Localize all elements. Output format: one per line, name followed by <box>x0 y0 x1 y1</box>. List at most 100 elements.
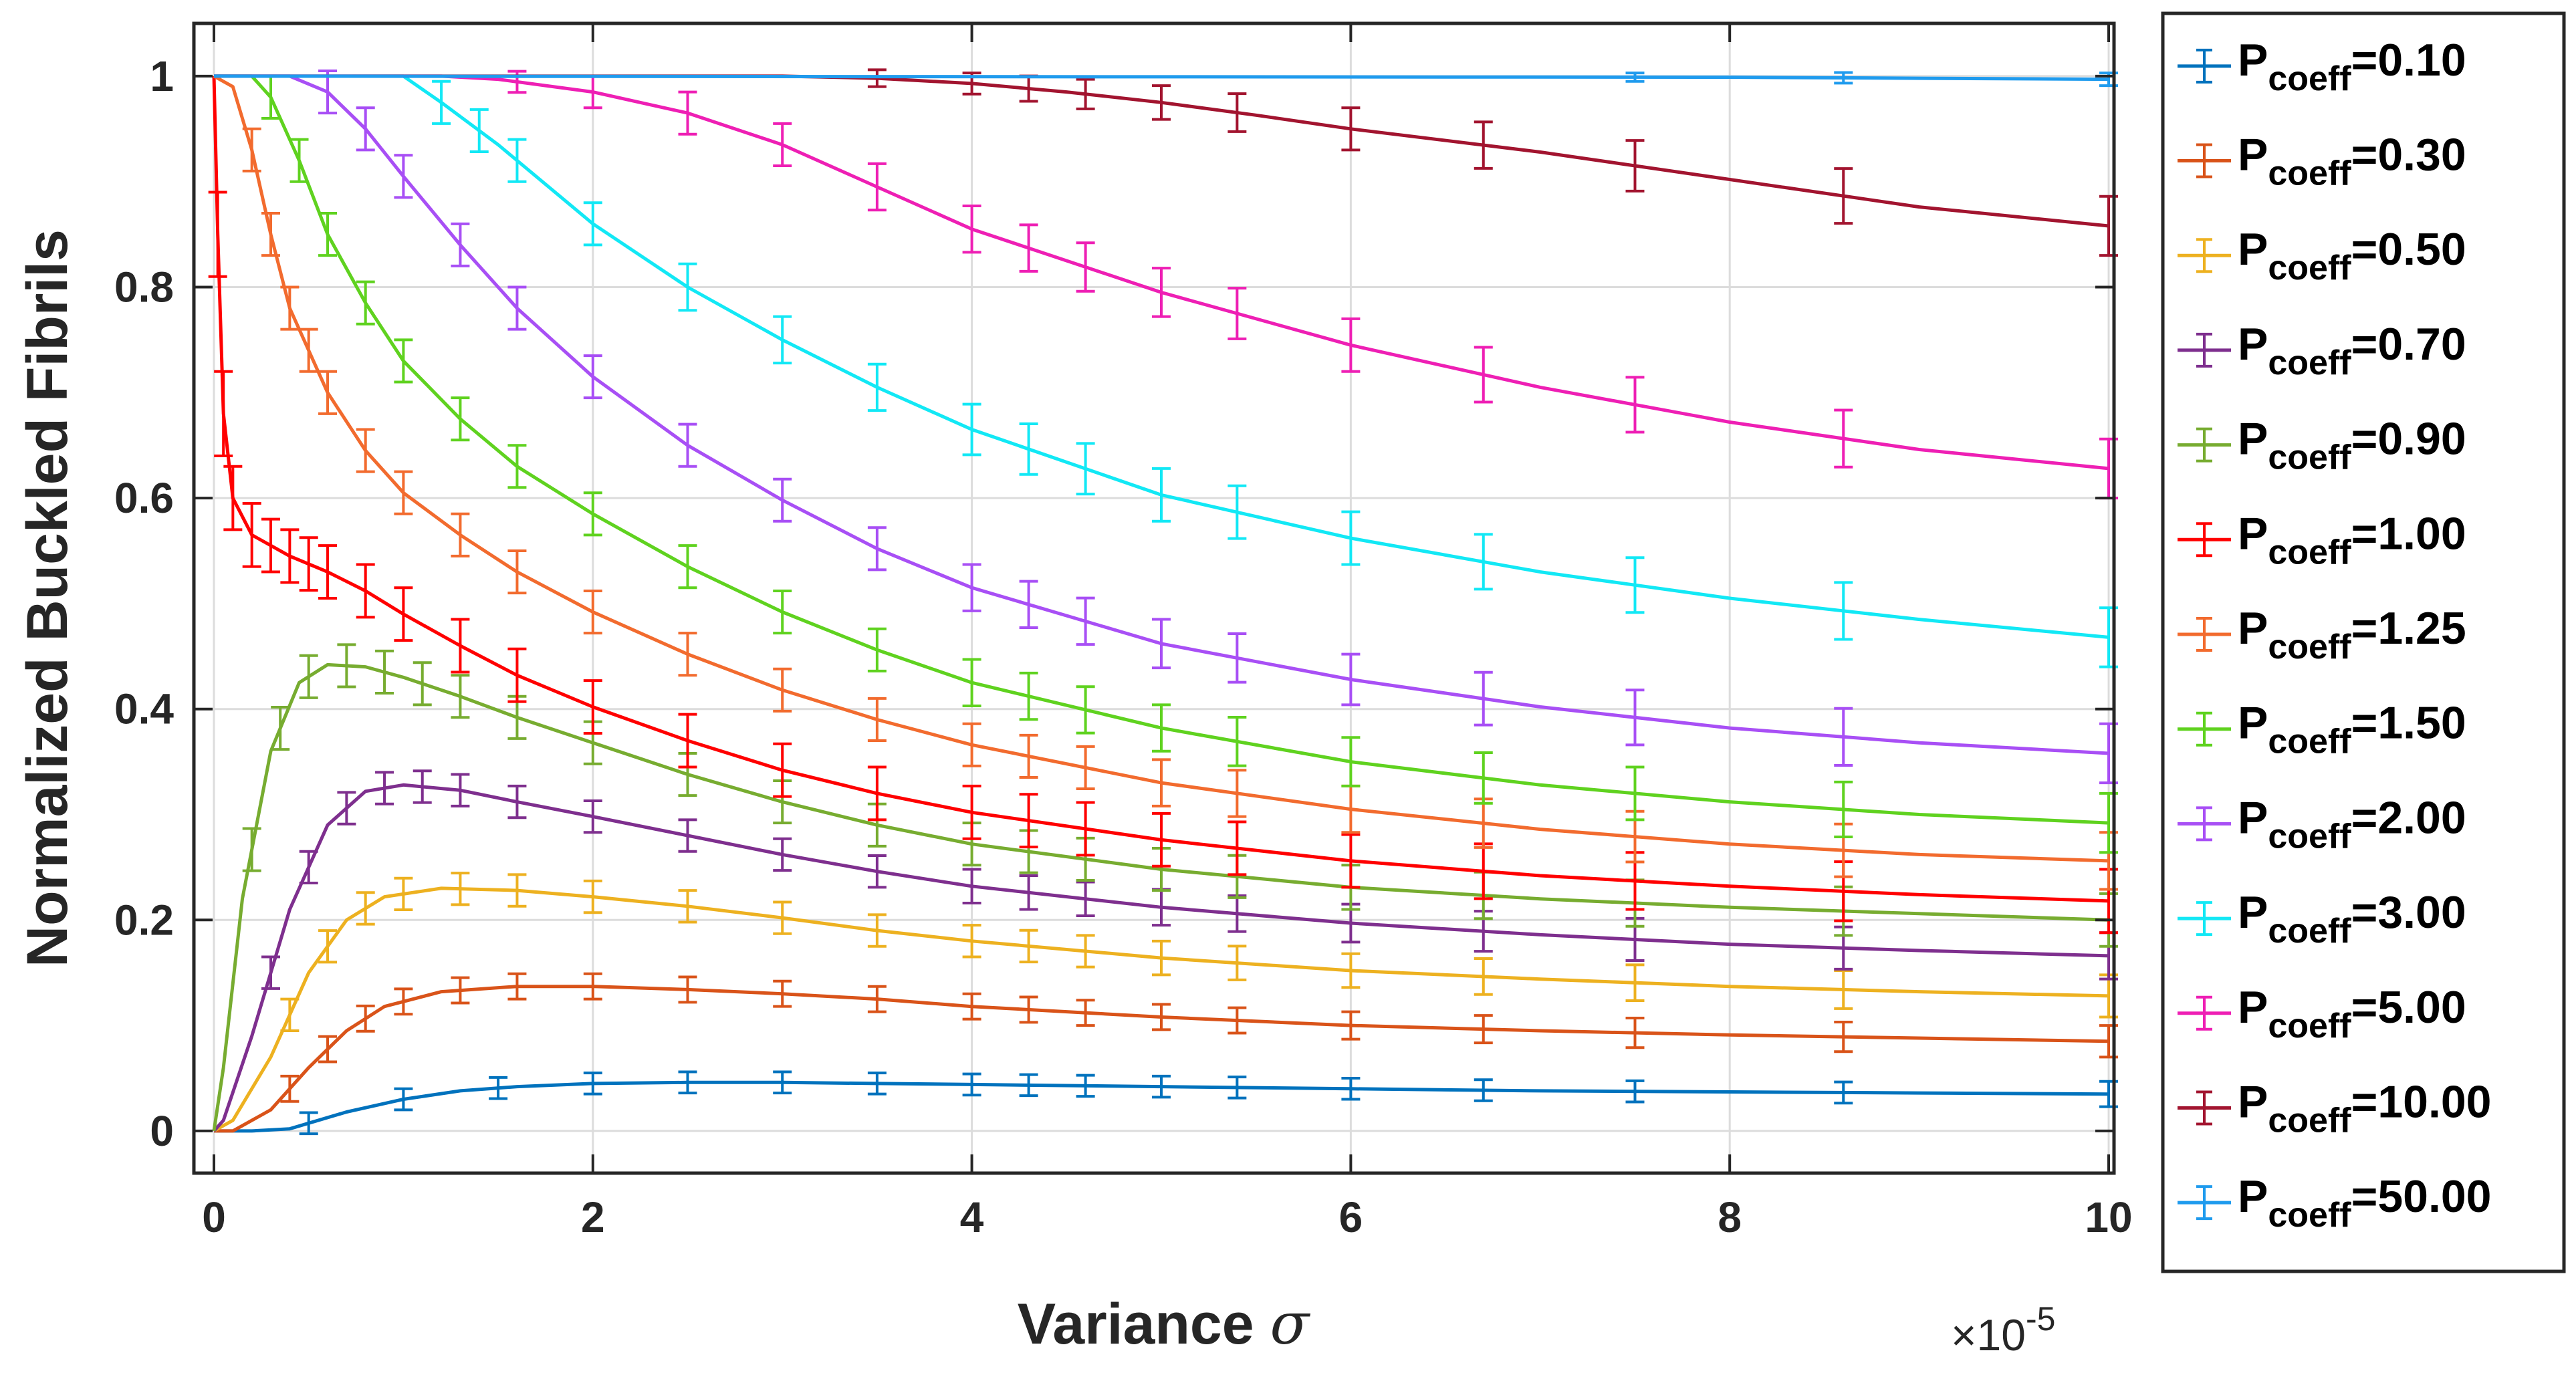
legend-item: Pcoeff=0.50 <box>2178 224 2466 287</box>
legend-label: Pcoeff=5.00 <box>2238 982 2466 1045</box>
legend: Pcoeff=0.10Pcoeff=0.30Pcoeff=0.50Pcoeff=… <box>2178 35 2492 1235</box>
legend-item: Pcoeff=1.00 <box>2178 508 2466 572</box>
series-line <box>213 74 2109 82</box>
legend-item: Pcoeff=1.50 <box>2178 698 2466 761</box>
legend-label-value: =50.00 <box>2351 1171 2492 1222</box>
x-tick-label: 6 <box>1339 1193 1363 1241</box>
legend-label-value: =0.10 <box>2351 35 2466 86</box>
y-axis-title: Normalized Buckled Fibrils <box>15 229 80 967</box>
ticks <box>194 23 2114 1173</box>
legend-label-sub: coeff <box>2268 1196 2351 1235</box>
y-tick-label: 0.2 <box>114 896 174 944</box>
x-axis-title-text: Variance <box>1018 1292 1254 1356</box>
series-group <box>213 872 2118 1133</box>
x-tick-label: 0 <box>202 1193 226 1241</box>
legend-label-prefix: P <box>2238 224 2268 275</box>
legend-label-sub: coeff <box>2268 817 2351 856</box>
legend-label-sub: coeff <box>2268 723 2351 761</box>
legend-label: Pcoeff=1.50 <box>2238 698 2466 761</box>
y-tick-label: 0.8 <box>114 263 174 311</box>
tick-labels: 0 2 4 6 8 10 0 0.2 0.4 0.6 0.8 1 <box>114 52 2133 1241</box>
legend-label-prefix: P <box>2238 35 2268 86</box>
legend-label: Pcoeff=1.00 <box>2238 508 2466 572</box>
legend-label-prefix: P <box>2238 698 2268 749</box>
y-tick-label: 0.4 <box>114 685 174 733</box>
legend-label-value: =0.90 <box>2351 414 2466 465</box>
legend-label-value: =0.70 <box>2351 319 2466 370</box>
legend-item: Pcoeff=0.10 <box>2178 35 2466 98</box>
legend-label: Pcoeff=10.00 <box>2238 1076 2492 1140</box>
legend-label-value: =10.00 <box>2351 1076 2492 1127</box>
legend-item: Pcoeff=10.00 <box>2178 1076 2492 1140</box>
legend-label: Pcoeff=0.30 <box>2238 130 2466 193</box>
series-line <box>214 74 2109 755</box>
legend-label-sub: coeff <box>2268 912 2351 951</box>
legend-label-value: =3.00 <box>2351 887 2466 938</box>
series-layer <box>208 68 2118 1136</box>
legend-label-prefix: P <box>2238 1171 2268 1222</box>
legend-label-prefix: P <box>2238 319 2268 370</box>
legend-label-prefix: P <box>2238 887 2268 938</box>
legend-box <box>2161 11 2566 1273</box>
legend-label-value: =2.00 <box>2351 792 2466 843</box>
x-multiplier: ×10-5 <box>1951 1300 2055 1360</box>
legend-label-sub: coeff <box>2268 533 2351 572</box>
legend-label-prefix: P <box>2238 508 2268 559</box>
series-group <box>208 76 2118 934</box>
legend-item: Pcoeff=0.90 <box>2178 414 2466 477</box>
x-axis-title: Variance σ <box>1018 1291 1311 1358</box>
series-group <box>214 74 2118 668</box>
legend-label-sub: coeff <box>2268 628 2351 666</box>
legend-label-sub: coeff <box>2268 59 2351 98</box>
legend-label-prefix: P <box>2238 603 2268 654</box>
legend-label-prefix: P <box>2238 982 2268 1033</box>
legend-label-prefix: P <box>2238 414 2268 465</box>
legend-label: Pcoeff=50.00 <box>2238 1171 2492 1235</box>
legend-label: Pcoeff=0.70 <box>2238 319 2466 382</box>
legend-label-value: =5.00 <box>2351 982 2466 1033</box>
series-line <box>214 1080 2109 1133</box>
legend-label: Pcoeff=3.00 <box>2238 887 2466 951</box>
series-line <box>214 74 2109 825</box>
legend-label-value: =1.00 <box>2351 508 2466 559</box>
legend-label-sub: coeff <box>2268 1007 2351 1045</box>
legend-label: Pcoeff=0.90 <box>2238 414 2466 477</box>
series-line <box>214 74 2109 471</box>
legend-item: Pcoeff=3.00 <box>2178 887 2466 951</box>
legend-label-sub: coeff <box>2268 1101 2351 1140</box>
y-tick-label: 0.6 <box>114 474 174 522</box>
legend-item: Pcoeff=2.00 <box>2178 792 2466 856</box>
legend-label-value: =1.25 <box>2351 603 2466 654</box>
series-group <box>212 643 2118 1132</box>
x-tick-label: 4 <box>960 1193 984 1241</box>
series-group <box>214 1070 2118 1136</box>
legend-label-prefix: P <box>2238 1076 2268 1127</box>
series-group <box>214 70 2118 785</box>
legend-item: Pcoeff=0.70 <box>2178 319 2466 382</box>
legend-item: Pcoeff=5.00 <box>2178 982 2466 1045</box>
legend-label: Pcoeff=0.10 <box>2238 35 2466 98</box>
legend-item: Pcoeff=0.30 <box>2178 130 2466 193</box>
legend-label-sub: coeff <box>2268 439 2351 477</box>
series-group <box>213 769 2118 1132</box>
x-multiplier-base: ×10 <box>1951 1310 2026 1360</box>
x-multiplier-exp: -5 <box>2026 1300 2055 1338</box>
series-group <box>214 972 2118 1133</box>
x-tick-label: 8 <box>1718 1193 1742 1241</box>
legend-label-sub: coeff <box>2268 154 2351 193</box>
series-line <box>213 783 2109 1132</box>
series-group <box>214 74 2118 854</box>
legend-label: Pcoeff=2.00 <box>2238 792 2466 856</box>
legend-label: Pcoeff=1.25 <box>2238 603 2466 666</box>
y-tick-label: 1 <box>150 52 174 100</box>
legend-item: Pcoeff=50.00 <box>2178 1171 2492 1235</box>
legend-label-sub: coeff <box>2268 344 2351 382</box>
legend-label-prefix: P <box>2238 130 2268 180</box>
legend-label-sub: coeff <box>2268 249 2351 287</box>
legend-item: Pcoeff=1.25 <box>2178 603 2466 666</box>
legend-label: Pcoeff=0.50 <box>2238 224 2466 287</box>
legend-label-value: =1.50 <box>2351 698 2466 749</box>
x-tick-label: 2 <box>581 1193 605 1241</box>
series-group <box>213 74 2118 891</box>
